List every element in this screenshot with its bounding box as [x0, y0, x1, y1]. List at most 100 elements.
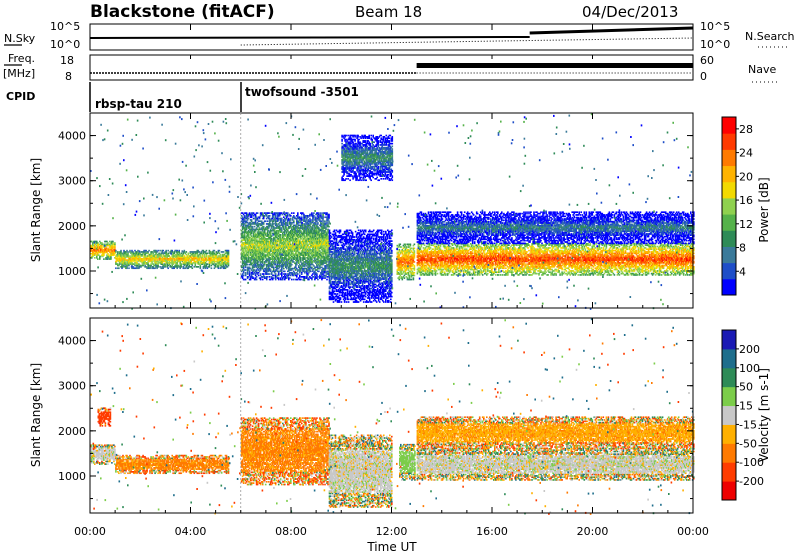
heatmap-cell: [328, 226, 330, 228]
heatmap-cell: [260, 273, 262, 275]
heatmap-cell: [278, 277, 280, 279]
heatmap-cell: [330, 232, 332, 234]
nsearch-tick-top: 10^5: [700, 20, 730, 33]
heatmap-cell: [332, 257, 334, 259]
heatmap-cell: [162, 250, 164, 252]
heatmap-cell: [254, 226, 256, 228]
heatmap-cell: [310, 219, 312, 221]
heatmap-cell: [323, 216, 325, 218]
freq-unit-label: [MHz]: [3, 67, 35, 80]
heatmap-cell: [317, 279, 319, 281]
heatmap-cell: [313, 215, 315, 217]
heatmap-cell: [206, 250, 208, 252]
cpid-segment-2: twofsound -3501: [245, 85, 359, 99]
heatmap-cell: [103, 258, 105, 260]
heatmap-cell: [167, 253, 169, 255]
heatmap-cell: [283, 268, 285, 270]
heatmap-cell: [331, 236, 333, 238]
heatmap-cell: [171, 250, 173, 252]
heatmap-cell: [269, 215, 271, 217]
heatmap-cell: [293, 212, 295, 214]
heatmap-cell: [248, 218, 250, 220]
nsearch-tick-bottom: 10^0: [700, 38, 730, 51]
heatmap-cell: [223, 251, 225, 253]
power-heatmap: [90, 113, 695, 310]
heatmap-cell: [311, 267, 313, 269]
heatmap-cell: [115, 250, 117, 252]
station-title: Blackstone (fitACF): [90, 2, 275, 22]
nsky-tick-top: 10^5: [50, 20, 80, 33]
nave-tick-bottom: 0: [700, 70, 707, 83]
nsky-line-2: [530, 28, 693, 33]
nsky-line-1: [90, 37, 530, 38]
heatmap-cell: [245, 272, 247, 274]
heatmap-cell: [301, 216, 303, 218]
heatmap-cell: [297, 273, 299, 275]
heatmap-cell: [318, 271, 320, 273]
heatmap-cell: [211, 267, 213, 269]
heatmap-cell: [114, 242, 116, 244]
heatmap-cell: [245, 269, 247, 271]
heatmap-cell: [320, 212, 322, 214]
heatmap-cell: [300, 257, 302, 259]
heatmap-cell: [214, 250, 216, 252]
heatmap-cell: [267, 220, 269, 222]
heatmap-cell: [328, 256, 330, 258]
heatmap-cell: [348, 301, 350, 303]
heatmap-cell: [329, 230, 331, 232]
heatmap-cell: [167, 250, 169, 252]
heatmap-cell: [148, 250, 150, 252]
freq-label: Freq.: [8, 52, 35, 65]
heatmap-cell: [318, 212, 320, 214]
heatmap-cell: [293, 220, 295, 222]
nsearch-line: [241, 38, 693, 45]
heatmap-cell: [181, 263, 183, 265]
freq-block-2: [417, 63, 693, 68]
heatmap-cell: [243, 275, 245, 277]
heatmap-cell: [271, 238, 273, 240]
heatmap-cell: [251, 219, 253, 221]
heatmap-cell: [346, 301, 348, 303]
heatmap-cell: [334, 230, 336, 232]
heatmap-cell: [128, 267, 130, 269]
heatmap-cell: [273, 267, 275, 269]
heatmap-cell: [337, 293, 339, 295]
rti-figure: Blackstone (fitACF) Beam 18 04/Dec/2013 …: [0, 0, 800, 554]
heatmap-cell: [129, 250, 131, 252]
heatmap-cell: [293, 279, 295, 281]
nsearch-label: N.Search: [745, 30, 795, 43]
heatmap-cell: [167, 267, 169, 269]
heatmap-cell: [112, 241, 114, 243]
beam-title: Beam 18: [355, 3, 422, 21]
heatmap-cell: [127, 251, 129, 253]
heatmap-cell: [317, 276, 319, 278]
heatmap-cell: [252, 226, 254, 228]
heatmap-cell: [340, 297, 342, 299]
heatmap-cell: [94, 257, 96, 259]
heatmap-cell: [313, 212, 315, 214]
heatmap-cell: [345, 292, 347, 294]
heatmap-cell: [290, 215, 292, 217]
heatmap-cell: [291, 279, 293, 281]
heatmap-cell: [334, 290, 336, 292]
cpid-label: CPID: [6, 90, 35, 103]
heatmap-cell: [157, 250, 159, 252]
heatmap-cell: [247, 264, 249, 266]
freq-tick-bottom: 8: [65, 70, 72, 83]
heatmap-cell: [310, 271, 312, 273]
heatmap-cell: [188, 253, 190, 255]
heatmap-cell: [291, 264, 293, 266]
heatmap-cell: [207, 253, 209, 255]
heatmap-cell: [245, 279, 247, 281]
heatmap-cell: [159, 250, 161, 252]
heatmap-cell: [256, 276, 258, 278]
heatmap-cell: [345, 297, 347, 299]
heatmap-cell: [258, 275, 260, 277]
heatmap-cell: [290, 218, 292, 220]
heatmap-cell: [339, 295, 341, 297]
heatmap-cell: [271, 235, 273, 237]
heatmap-cell: [335, 232, 337, 234]
heatmap-cell: [257, 212, 259, 214]
heatmap-cell: [275, 273, 277, 275]
heatmap-cell: [316, 273, 318, 275]
